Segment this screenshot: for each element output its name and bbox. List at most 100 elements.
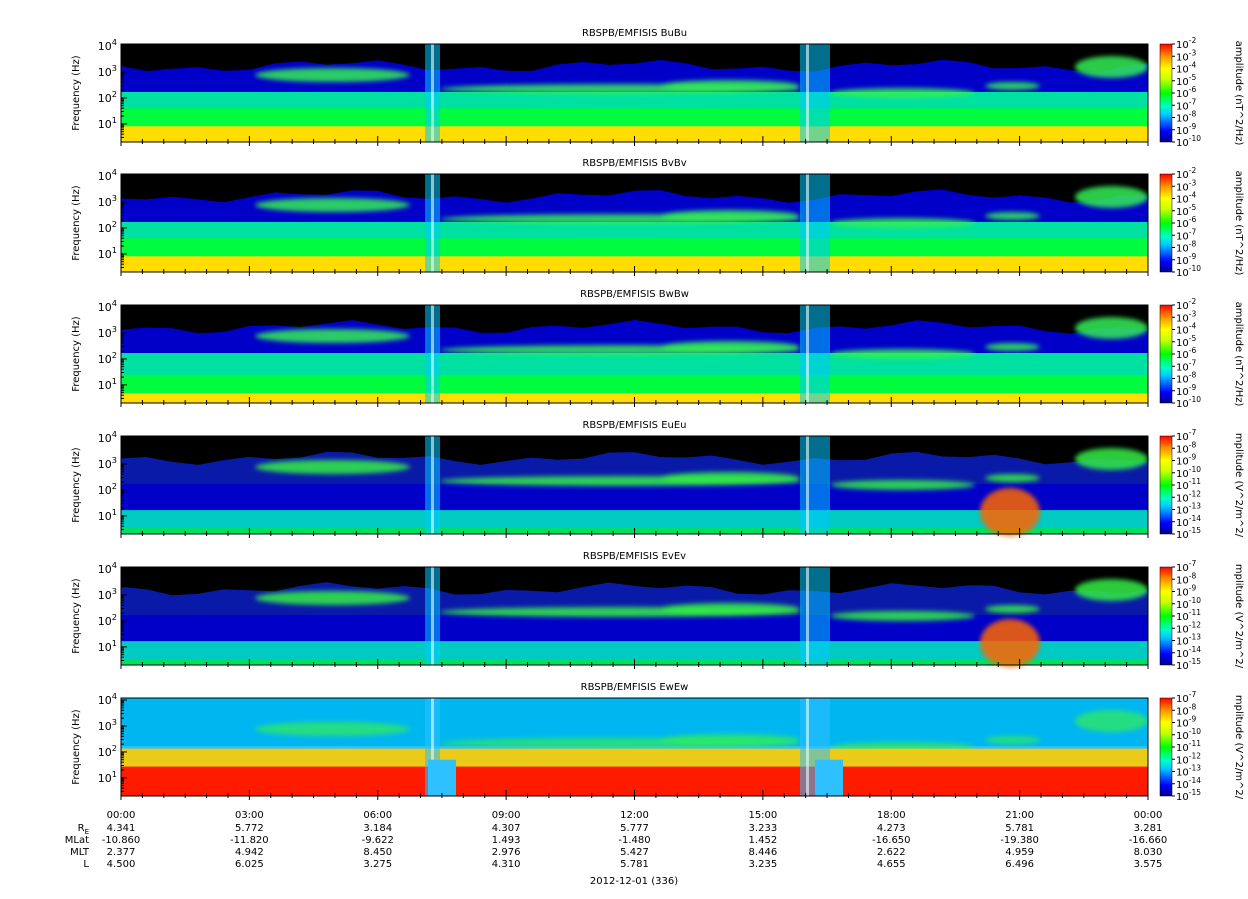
y-tick-label: 102 [98,89,117,105]
colorbar: 10-210-310-410-510-610-710-810-910-10 amp… [1159,297,1244,410]
colorbar-tick-label: 10-10 [1176,727,1201,742]
ephemeris-value: -11.820 [230,835,269,846]
ephemeris-value: 4.959 [1005,847,1034,858]
y-tick-label: 101 [98,245,117,261]
colorbar-tick-label: 10-6 [1176,85,1196,100]
x-tick-label: 06:00 [363,810,392,821]
ephemeris-value: 5.772 [235,823,264,834]
y-tick-label: 104 [98,560,117,576]
ephemeris-value: -1.480 [618,835,650,846]
colorbar-tick-label: 10-4 [1176,322,1196,337]
colorbar-tick-label: 10-2 [1176,166,1196,181]
colorbar: 10-710-810-910-1010-1110-1210-1310-1410-… [1159,690,1244,803]
colorbar-tick-label: 10-14 [1176,645,1201,660]
spectrogram-image [121,567,1148,667]
colorbar-tick-label: 10-13 [1176,633,1201,648]
colorbar-tick-label: 10-10 [1176,395,1201,410]
colorbar-tick-label: 10-3 [1176,48,1196,63]
x-tick-label: 21:00 [1005,810,1034,821]
colorbar-tick-label: 10-13 [1176,502,1201,517]
colorbar-tick-label: 10-11 [1176,477,1201,492]
x-tick-label: 09:00 [492,810,521,821]
colorbar-tick-label: 10-8 [1176,371,1196,386]
spectrogram-image [121,436,1148,536]
y-tick-label: 103 [98,586,117,602]
y-tick-label: 101 [98,376,117,392]
colorbar-tick-label: 10-8 [1176,240,1196,255]
spectrogram-image [121,305,1148,403]
colorbar-label: amplitude (nT^2/Hz) [1233,41,1244,146]
ephemeris-value: -19.380 [1000,835,1039,846]
ephemeris-value: 4.307 [492,823,521,834]
ephemeris-value: 4.500 [107,859,136,870]
colorbar: 10-710-810-910-1010-1110-1210-1310-1410-… [1159,559,1244,672]
colorbar-tick-label: 10-11 [1176,608,1201,623]
ephemeris-value: 5.777 [620,823,649,834]
ephemeris-label: RE [78,823,89,836]
x-tick-label: 12:00 [620,810,649,821]
x-tick-label: 00:00 [107,810,136,821]
y-tick-label: 103 [98,193,117,209]
spectrogram-panel: RBSPB/EMFISIS BwBw 101 102 103 104 Frequency … [71,289,1244,410]
colorbar-tick-label: 10-10 [1176,596,1201,611]
y-tick-label: 103 [98,324,117,340]
colorbar-tick-label: 10-8 [1176,702,1196,717]
y-axis-label: Frequency (Hz) [71,709,82,785]
y-tick-label: 103 [98,63,117,79]
panel-title: RBSPB/EMFISIS BuBu [582,28,687,39]
colorbar-gradient [1159,566,1173,666]
y-tick-label: 102 [98,612,117,628]
y-tick-label: 104 [98,429,117,445]
spectrogram-panel: RBSPB/EMFISIS EuEu 101 102 103 104 Frequency … [71,420,1244,541]
colorbar: 10-210-310-410-510-610-710-810-910-10 amp… [1159,36,1244,149]
spectrogram-panel: RBSPB/EMFISIS EwEw 101 102 103 104 Frequency … [71,682,1244,803]
y-tick-label: 101 [98,638,117,654]
colorbar-tick-label: 10-12 [1176,620,1201,635]
ephemeris-label: MLT [70,847,90,858]
colorbar-label: mplitude (V^2/m^2/ [1233,564,1244,669]
ephemeris-value: -16.660 [1129,835,1168,846]
ephemeris-label: L [83,859,89,870]
x-tick-label: 18:00 [877,810,906,821]
spectrogram-panel: RBSPB/EMFISIS BuBu 101 102 103 104 Frequency … [71,28,1244,149]
colorbar-tick-label: 10-4 [1176,191,1196,206]
colorbar-tick-label: 10-8 [1176,440,1196,455]
y-tick-label: 101 [98,507,117,523]
y-tick-label: 104 [98,37,117,53]
date-label: 2012-12-01 (336) [590,876,678,887]
ephemeris-value: 6.025 [235,859,264,870]
colorbar-tick-label: 10-12 [1176,751,1201,766]
colorbar-gradient [1159,304,1173,404]
ephemeris-value: 4.341 [107,823,136,834]
colorbar-tick-label: 10-13 [1176,764,1201,779]
colorbar-tick-label: 10-7 [1176,690,1196,705]
y-tick-label: 102 [98,350,117,366]
ephemeris-value: 3.275 [363,859,392,870]
y-axis-label: Frequency (Hz) [71,55,82,131]
colorbar-tick-label: 10-5 [1176,203,1196,218]
panel-title: RBSPB/EMFISIS BvBv [582,158,686,169]
y-tick-label: 102 [98,743,117,759]
colorbar-tick-label: 10-5 [1176,73,1196,88]
ephemeris-value: -10.860 [102,835,141,846]
colorbar-tick-label: 10-14 [1176,776,1201,791]
y-tick-label: 104 [98,167,117,183]
x-axis-annotations: 00:00 03:00 06:00 09:00 12:00 15:00 18:00 21:00… [65,810,1168,887]
colorbar-label: mplitude (V^2/m^2/ [1233,433,1244,538]
colorbar-tick-label: 10-4 [1176,61,1196,76]
y-tick-label: 103 [98,455,117,471]
colorbar-tick-label: 10-14 [1176,514,1201,529]
colorbar-tick-label: 10-7 [1176,559,1196,574]
ephemeris-value: -9.622 [362,835,394,846]
colorbar-tick-label: 10-10 [1176,264,1201,279]
colorbar-tick-label: 10-9 [1176,122,1196,137]
ephemeris-value: 2.622 [877,847,906,858]
spectrogram-image [121,174,1148,272]
panel-title: RBSPB/EMFISIS BwBw [580,289,689,300]
colorbar-tick-label: 10-3 [1176,178,1196,193]
colorbar-tick-label: 10-10 [1176,465,1201,480]
colorbar-tick-label: 10-12 [1176,489,1201,504]
colorbar-label: mplitude (V^2/m^2/ [1233,695,1244,800]
spectrogram-panel: RBSPB/EMFISIS EvEv 101 102 103 104 Frequency … [71,551,1244,672]
